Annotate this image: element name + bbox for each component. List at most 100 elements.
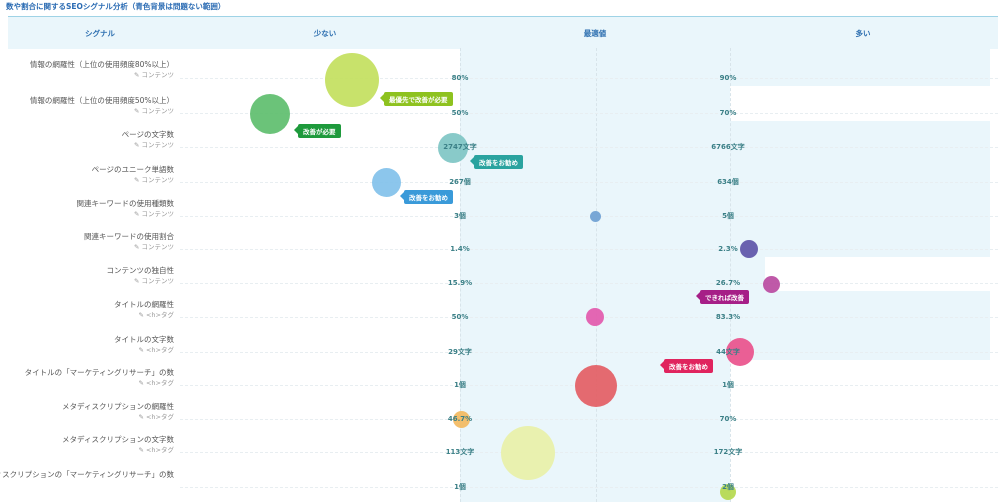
chart-title: 数や割合に関するSEOシグナル分析（青色背景は問題ない範囲）	[6, 2, 226, 11]
signal-name: 関連キーワードの使用割合	[84, 232, 174, 241]
recommendation-tag: できれば改善	[696, 290, 749, 304]
signal-category: ✎ コンテンツ	[133, 210, 174, 218]
signal-name: タイトルの網羅性	[114, 300, 174, 309]
horizontal-grid-line	[180, 147, 998, 148]
signal-category: ✎ <h>タグ	[138, 311, 174, 319]
upper-threshold-value: 1個	[722, 381, 734, 389]
signal-label: 情報の網羅性（上位の使用頻度50%以上） ✎ コンテンツ	[30, 96, 174, 116]
signal-bubble	[452, 410, 470, 428]
signal-name: メタディスクリプションの文字数	[62, 435, 174, 444]
horizontal-grid-line	[180, 78, 998, 79]
signal-label: メタディスクリプションの「マーケティングリサーチ」の数	[0, 470, 174, 480]
signal-label: タイトルの網羅性 ✎ <h>タグ	[114, 300, 174, 320]
signal-category: ✎ <h>タグ	[138, 346, 174, 354]
signal-category: ✎ コンテンツ	[133, 107, 174, 115]
vertical-grid-line	[460, 48, 461, 502]
horizontal-grid-line	[180, 452, 998, 453]
signal-category: ✎ コンテンツ	[133, 141, 174, 149]
recommendation-tag: 改善をお勧め	[660, 359, 713, 373]
signal-label: メタディスクリプションの網羅性 ✎ <h>タグ	[62, 402, 174, 422]
signal-label: 情報の網羅性（上位の使用頻度80%以上） ✎ コンテンツ	[30, 60, 174, 80]
signal-bubble	[250, 94, 290, 134]
signal-label: 関連キーワードの使用割合 ✎ コンテンツ	[84, 232, 174, 252]
horizontal-grid-line	[180, 113, 998, 114]
upper-threshold-value: 5個	[722, 212, 734, 220]
header-signal: シグナル	[85, 29, 115, 38]
signal-bubble	[589, 210, 601, 222]
signal-name: コンテンツの独自性	[106, 266, 175, 275]
upper-threshold-value: 70%	[719, 415, 737, 423]
signal-label: 関連キーワードの使用種類数 ✎ コンテンツ	[77, 199, 175, 219]
lower-threshold-value: 1.4%	[450, 245, 470, 253]
vertical-grid-line	[730, 48, 731, 502]
header-optimal: 最適値	[583, 29, 607, 38]
lower-threshold-value: 1個	[454, 483, 466, 491]
signal-name: 情報の網羅性（上位の使用頻度50%以上）	[29, 96, 174, 105]
signal-bubble	[586, 308, 604, 326]
signal-label: コンテンツの独自性 ✎ コンテンツ	[107, 266, 175, 286]
vertical-grid-line	[596, 48, 597, 502]
signal-category: ✎ <h>タグ	[138, 379, 174, 387]
signal-bubble	[740, 240, 758, 258]
recommendation-tag: 改善をお勧め	[400, 190, 453, 204]
upper-threshold-value: 90%	[719, 74, 737, 82]
lower-threshold-value: 3個	[454, 212, 466, 220]
signal-category: ✎ コンテンツ	[133, 176, 174, 184]
lower-threshold-value: 267個	[449, 178, 471, 186]
signal-name: メタディスクリプションの網羅性	[62, 402, 174, 411]
signal-bubble	[575, 365, 617, 407]
recommendation-tag: 改善をお勧め	[470, 155, 523, 169]
table-header: シグナル 少ない 最適値 多い	[8, 16, 998, 49]
acceptable-range-band	[460, 48, 990, 86]
upper-threshold-value: 6766文字	[711, 143, 745, 151]
lower-threshold-value: 113文字	[445, 448, 475, 456]
signal-bubble	[325, 53, 379, 107]
signal-category: ✎ コンテンツ	[133, 277, 174, 285]
acceptable-range-band	[460, 223, 990, 257]
horizontal-grid-line	[180, 352, 998, 353]
upper-threshold-value: 2個	[722, 483, 734, 491]
signal-bubble	[720, 484, 736, 500]
signal-category: ✎ <h>タグ	[138, 446, 174, 454]
tag-pointer	[380, 94, 384, 102]
tag-pointer	[470, 157, 474, 165]
signal-label: ページの文字数 ✎ コンテンツ	[122, 130, 174, 150]
lower-threshold-value: 1個	[454, 381, 466, 389]
horizontal-grid-line	[180, 419, 998, 420]
acceptable-range-band	[460, 86, 730, 121]
signal-name: メタディスクリプションの「マーケティングリサーチ」の数	[0, 470, 174, 479]
header-low: 少ない	[313, 29, 337, 38]
acceptable-range-band	[460, 257, 765, 291]
tag-pointer	[294, 126, 298, 134]
acceptable-range-band	[460, 460, 730, 502]
signal-name: ページのユニーク単語数	[91, 165, 174, 174]
lower-threshold-value: 2747文字	[443, 143, 477, 151]
lower-threshold-value: 46.7%	[447, 415, 473, 423]
signal-category: ✎ コンテンツ	[133, 71, 174, 79]
upper-threshold-value: 2.3%	[718, 245, 738, 253]
signal-name: 情報の網羅性（上位の使用頻度80%以上）	[29, 60, 174, 69]
lower-threshold-value: 29文字	[448, 348, 472, 356]
signal-label: メタディスクリプションの文字数 ✎ <h>タグ	[62, 435, 174, 455]
upper-threshold-value: 26.7%	[715, 279, 741, 287]
signal-bubble	[371, 167, 401, 197]
header-high: 多い	[855, 29, 871, 38]
lower-threshold-value: 15.9%	[447, 279, 473, 287]
horizontal-grid-line	[180, 487, 998, 488]
signal-label: タイトルの「マーケティングリサーチ」の数 ✎ <h>タグ	[25, 368, 174, 388]
recommendation-tag: 最優先で改善が必要	[380, 92, 453, 106]
tag-pointer	[696, 292, 700, 300]
signal-name: 関連キーワードの使用種類数	[76, 199, 175, 208]
signal-name: タイトルの文字数	[114, 335, 174, 344]
horizontal-grid-line	[180, 182, 998, 183]
signal-bubble	[501, 426, 555, 480]
signal-bubble	[762, 275, 780, 293]
acceptable-range-band	[460, 190, 990, 224]
lower-threshold-value: 50%	[451, 109, 469, 117]
lower-threshold-value: 50%	[451, 313, 469, 321]
signal-category: ✎ コンテンツ	[133, 243, 174, 251]
horizontal-grid-line	[180, 283, 998, 284]
signal-bubble	[726, 338, 754, 366]
tag-pointer	[660, 361, 664, 369]
upper-threshold-value: 44文字	[716, 348, 740, 356]
